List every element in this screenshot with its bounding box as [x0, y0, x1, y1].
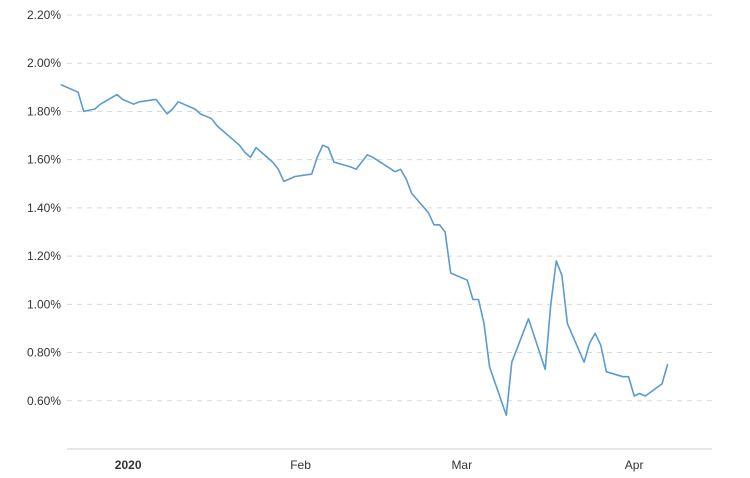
x-tick-label: Feb — [290, 458, 311, 472]
y-tick-label: 1.60% — [27, 153, 61, 167]
grid-lines — [67, 14, 712, 402]
y-tick-label: 1.00% — [27, 297, 61, 311]
x-tick-label: 2020 — [115, 458, 142, 472]
y-tick-label: 2.00% — [27, 56, 61, 70]
y-tick-label: 0.60% — [27, 394, 61, 408]
y-tick-label: 2.20% — [27, 8, 61, 22]
x-tick-label: Mar — [451, 458, 472, 472]
y-tick-label: 1.40% — [27, 201, 61, 215]
y-tick-label: 1.80% — [27, 104, 61, 118]
y-tick-label: 0.80% — [27, 346, 61, 360]
y-axis: 0.60% 0.80% 1.00% 1.20% 1.40% 1.60% 1.80% 2.00%… — [27, 8, 61, 408]
x-axis: 2020 Feb Mar Apr — [67, 448, 712, 472]
y-tick-label: 1.20% — [27, 249, 61, 263]
series-layer — [60, 84, 669, 417]
x-tick-label: Apr — [625, 458, 644, 472]
series-line — [60, 84, 669, 417]
